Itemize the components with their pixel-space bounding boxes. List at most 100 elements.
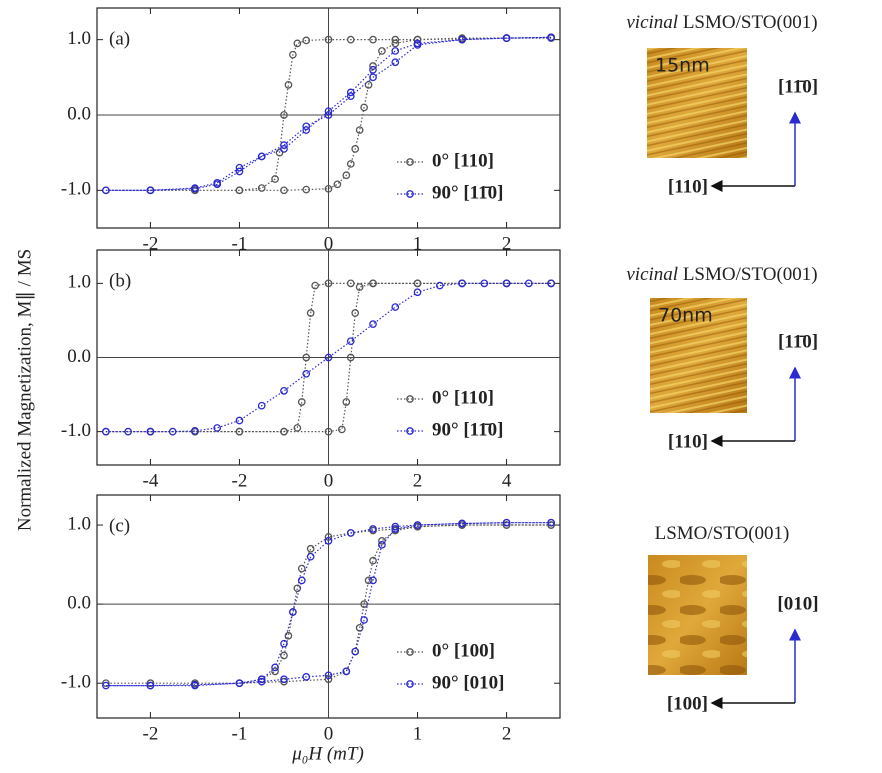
y-tick-label: 1.0 (67, 513, 91, 534)
x-tick-label: 1 (413, 723, 423, 744)
data-point (351, 309, 360, 317)
data-point (146, 186, 155, 195)
y-axis-label: Normalized Magnetization, M∥ / MS (14, 249, 35, 531)
x-tick-label: -2 (143, 723, 159, 744)
y-tick-label: -1.0 (61, 420, 91, 441)
y-tick-label: 1.0 (67, 272, 91, 293)
data-point (280, 651, 288, 660)
data-point (391, 522, 400, 531)
data-point (378, 537, 386, 545)
data-point (271, 663, 279, 672)
data-point (235, 163, 244, 172)
direction-h: [100] (667, 693, 708, 714)
data-point (324, 353, 333, 362)
data-point (480, 279, 489, 288)
y-tick-label: 0.0 (67, 103, 91, 124)
legend-marker (406, 158, 414, 166)
data-point (191, 427, 199, 435)
data-point (369, 65, 377, 74)
data-point (257, 184, 266, 192)
data-point (547, 518, 555, 527)
data-point (257, 152, 266, 161)
data-point (435, 281, 444, 290)
data-point (369, 35, 377, 44)
data-point (324, 107, 333, 116)
data-point (369, 320, 377, 328)
data-point (342, 171, 351, 180)
data-point (324, 111, 333, 119)
data-point (342, 398, 351, 406)
series-line (105, 36, 552, 191)
legend-marker (406, 648, 414, 656)
data-point (306, 552, 315, 561)
data-point (235, 679, 244, 688)
panel-label: (c) (109, 515, 130, 536)
data-point (302, 369, 311, 378)
sample-prefix: vicinal (626, 264, 678, 285)
data-point (351, 145, 360, 153)
data-point (324, 184, 333, 193)
data-point (413, 41, 422, 49)
data-point (346, 92, 355, 101)
data-point (306, 544, 315, 553)
data-point (102, 679, 110, 688)
x-tick-label: 4 (502, 470, 512, 491)
data-point (346, 35, 355, 44)
x-tick-label: 1 (413, 233, 423, 254)
data-point (355, 624, 364, 632)
data-point (378, 540, 386, 549)
series-line (105, 36, 552, 191)
data-point (302, 36, 311, 45)
data-point (289, 50, 297, 59)
data-point (413, 521, 422, 529)
data-point (257, 677, 266, 686)
data-point (547, 279, 555, 288)
x-tick-label: 2 (413, 470, 423, 491)
data-point (306, 309, 315, 317)
data-point (297, 398, 306, 406)
data-point (502, 518, 511, 527)
afm-texture (647, 48, 747, 158)
scale-label: 70nm (658, 305, 713, 327)
data-point (297, 564, 306, 573)
legend-label: 90° [010] (432, 672, 505, 693)
panel-label: (b) (109, 270, 131, 291)
data-point (289, 608, 297, 616)
data-point (346, 529, 355, 537)
data-point (168, 427, 177, 436)
afm-texture (650, 298, 747, 413)
data-point (458, 279, 466, 288)
legend-label: 90° [11̄0] (432, 419, 503, 440)
data-point (391, 39, 400, 48)
x-tick-label: -2 (143, 233, 159, 254)
data-point (342, 667, 351, 676)
direction-h: [110] (668, 431, 708, 452)
data-point (235, 186, 244, 195)
data-point (369, 576, 377, 585)
data-point (280, 677, 288, 686)
data-point (547, 33, 555, 42)
data-point (293, 39, 302, 48)
legend-marker (406, 427, 414, 435)
y-tick-label: -1.0 (61, 179, 91, 200)
data-point (146, 427, 155, 436)
data-point (351, 647, 360, 656)
data-point (369, 73, 377, 82)
x-tick-label: 0 (324, 470, 334, 491)
data-point (275, 148, 284, 157)
data-point (271, 175, 279, 183)
y-tick-label: 0.0 (67, 346, 91, 367)
data-point (280, 145, 288, 153)
sample-label: vicinal LSMO/STO(001) (626, 12, 817, 33)
data-point (235, 416, 244, 425)
data-point (302, 122, 311, 131)
legend-label: 0° [110] (432, 387, 494, 408)
direction-h: [110] (668, 176, 708, 197)
data-point (355, 126, 364, 134)
data-point (369, 279, 377, 288)
x-tick-label: -2 (232, 470, 248, 491)
data-point (280, 111, 288, 119)
data-point (378, 47, 386, 55)
data-point (346, 353, 355, 362)
